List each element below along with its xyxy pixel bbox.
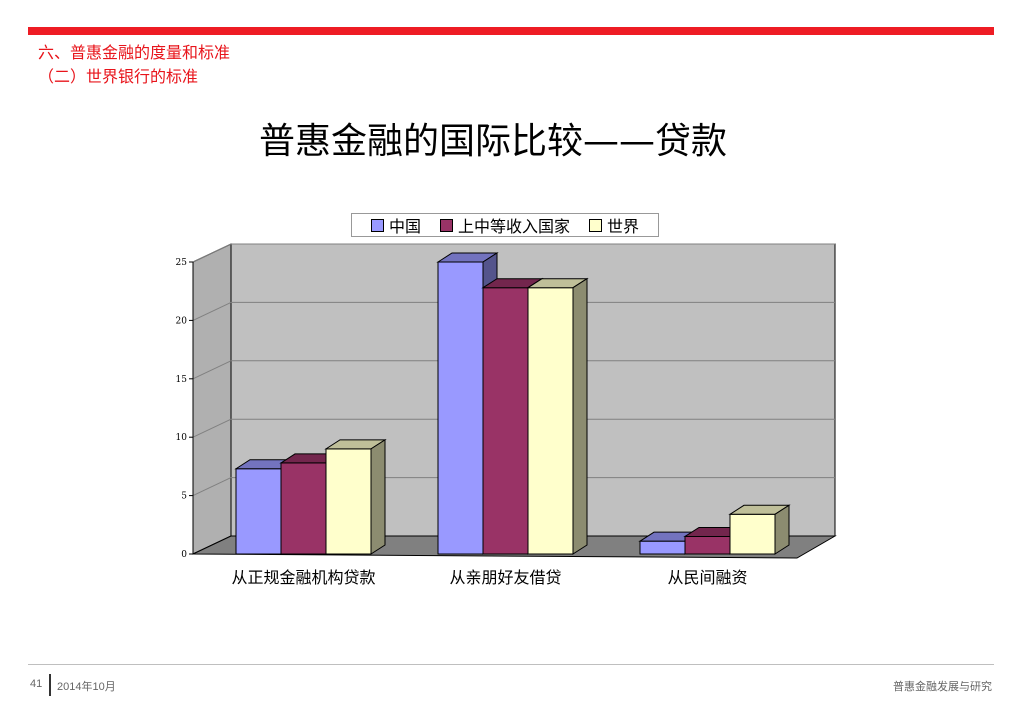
legend-item-3: 世界 xyxy=(588,213,639,237)
footer-separator xyxy=(49,674,51,696)
top-accent-bar xyxy=(28,27,994,35)
gridline-side xyxy=(192,360,232,380)
legend-swatch-1 xyxy=(370,218,384,232)
x-category-label: 从亲朋好友借贷 xyxy=(449,568,561,587)
page-number: 41 xyxy=(30,678,43,690)
bar-2-0-front xyxy=(639,540,686,555)
bar-1-2-side xyxy=(572,277,588,555)
footer-date: 2014年10月 xyxy=(57,681,116,693)
legend-item-1: 中国 xyxy=(370,213,421,237)
x-category-label: 从正规金融机构贷款 xyxy=(231,568,375,587)
bar-1-2-front xyxy=(527,287,574,555)
bar-2-2-front xyxy=(729,513,776,555)
bar-0-1-front xyxy=(280,462,327,555)
gridline-side xyxy=(192,301,232,321)
gridline-side xyxy=(192,243,232,263)
y-tick-label: 10 xyxy=(176,433,188,443)
y-tick-label: 25 xyxy=(176,258,188,268)
legend-label-1: 中国 xyxy=(388,217,421,236)
bar-2-2-side xyxy=(774,504,790,555)
gridline-side xyxy=(192,418,232,438)
footer-org: 普惠金融发展与研究 xyxy=(893,681,992,693)
y-tick-label: 5 xyxy=(181,492,187,502)
bar-2-1-front xyxy=(684,535,731,555)
y-tick-label: 20 xyxy=(176,316,188,326)
bar-0-2-front xyxy=(325,448,372,555)
legend-swatch-3 xyxy=(588,218,602,232)
y-tick-label: 15 xyxy=(176,375,188,385)
legend-label-3: 世界 xyxy=(606,217,639,236)
legend-swatch-2 xyxy=(439,218,453,232)
legend-label-2: 上中等收入国家 xyxy=(457,217,570,236)
bar-1-1-front xyxy=(482,287,529,555)
bar-0-0-front xyxy=(235,468,282,555)
bar-0-2-side xyxy=(370,438,386,555)
subsection-title: （二）世界银行的标准 xyxy=(38,67,199,86)
chart-side-wall xyxy=(192,243,232,555)
section-title: 六、普惠金融的度量和标准 xyxy=(38,43,231,62)
chart-legend: 中国 上中等收入国家 世界 xyxy=(351,213,659,237)
y-tick-label: 0 xyxy=(181,550,187,560)
gridline-side xyxy=(192,477,232,497)
slide-title: 普惠金融的国际比较——贷款 xyxy=(258,121,727,162)
legend-item-2: 上中等收入国家 xyxy=(439,213,570,237)
x-category-label: 从民间融资 xyxy=(667,568,747,587)
bar-1-0-front xyxy=(437,261,484,555)
footer-divider-line xyxy=(28,664,994,665)
